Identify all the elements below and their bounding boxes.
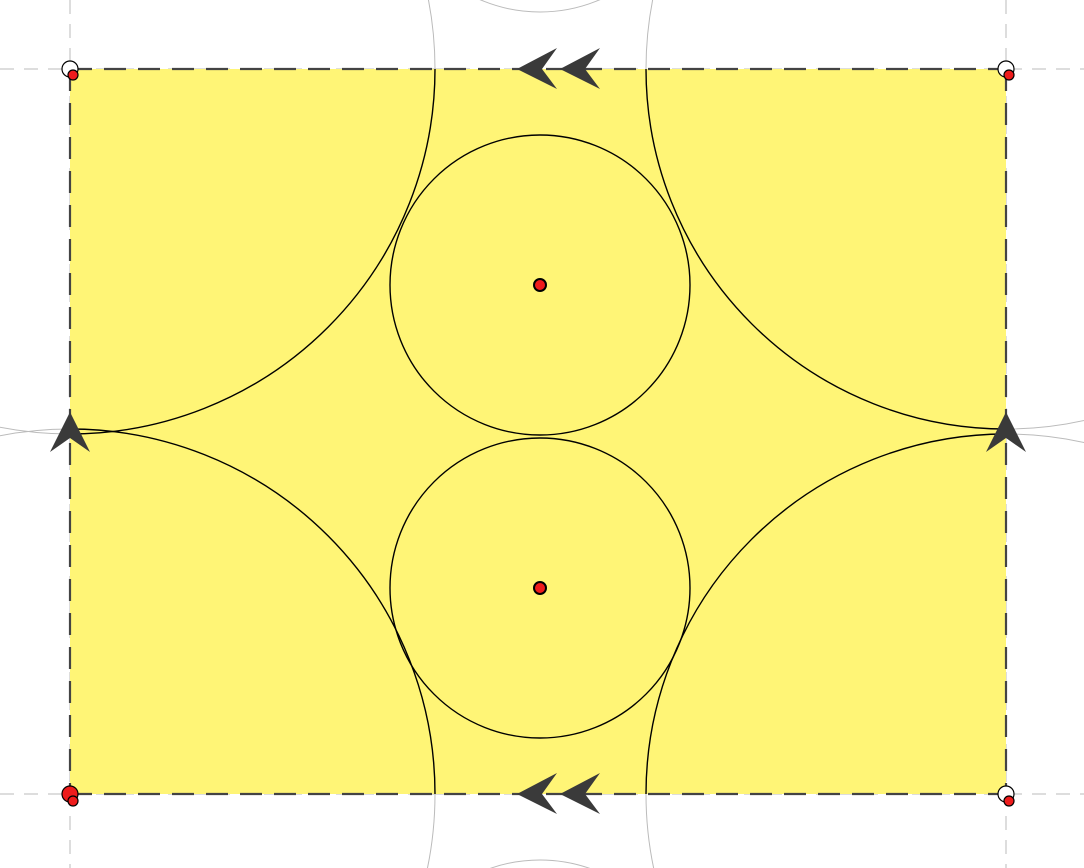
center-circle-lower xyxy=(389,437,691,739)
center-points xyxy=(533,278,547,595)
corner-points xyxy=(61,60,1015,807)
arrow-bottom-1 xyxy=(517,773,557,814)
double-chevron-left-icon xyxy=(517,48,600,814)
domain-boundary xyxy=(68,67,1008,796)
chevron-up-icon xyxy=(50,412,1026,452)
arrow-left xyxy=(50,412,90,452)
fundamental-domain xyxy=(70,69,1006,794)
point-bottom-left xyxy=(67,795,79,807)
arrow-top-2 xyxy=(560,48,600,89)
point-bottom-right xyxy=(1003,795,1015,807)
ghost-circle-below xyxy=(489,859,591,868)
point-top-right xyxy=(1003,69,1015,81)
center-circle-upper xyxy=(389,134,691,436)
arrow-bottom-2 xyxy=(560,773,600,814)
center-point-lower xyxy=(533,581,547,595)
center-point-upper xyxy=(533,278,547,292)
ghost-circle-above xyxy=(479,0,601,13)
arrow-top-1 xyxy=(517,48,557,89)
center-circles xyxy=(389,134,691,739)
point-top-left xyxy=(67,69,79,81)
arrow-right xyxy=(986,412,1026,452)
